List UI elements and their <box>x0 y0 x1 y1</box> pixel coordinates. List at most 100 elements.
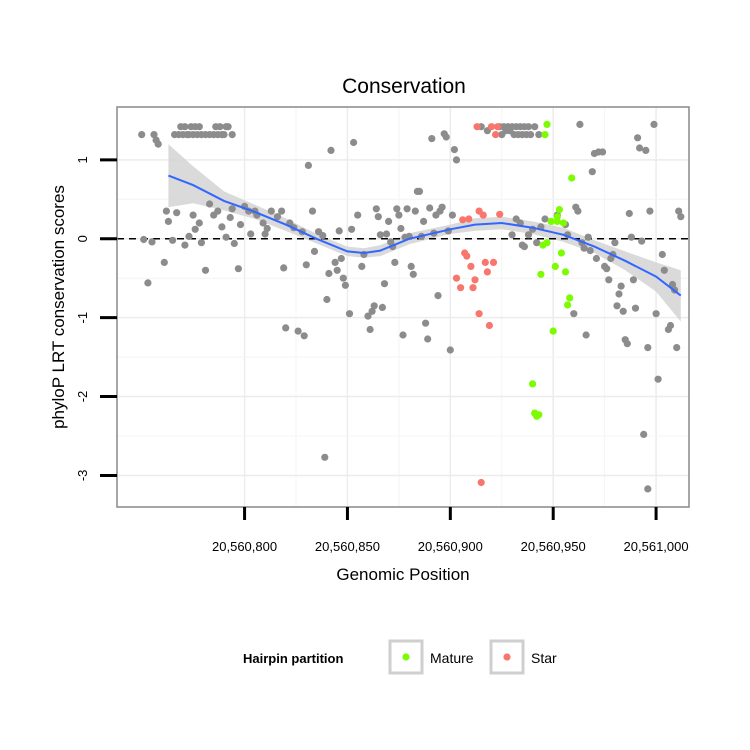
point-other <box>592 254 601 263</box>
point-other <box>164 217 172 225</box>
point-other <box>350 138 358 147</box>
point-other <box>531 123 539 131</box>
point-other <box>247 230 255 238</box>
point-star <box>475 207 483 215</box>
point-other <box>450 146 458 154</box>
point-other <box>385 217 393 225</box>
point-other <box>189 211 197 219</box>
point-other <box>364 312 372 320</box>
plot-border <box>116 106 690 508</box>
y-tick-label: -1 <box>75 312 90 324</box>
point-star <box>452 274 461 282</box>
point-mature <box>541 131 549 139</box>
point-star <box>494 123 502 131</box>
legend: Hairpin partition Mature Star <box>243 639 557 675</box>
point-other <box>448 211 456 219</box>
point-star <box>463 252 471 260</box>
point-mature <box>549 327 557 335</box>
plot-panel <box>117 107 689 507</box>
point-other <box>236 221 245 229</box>
point-other <box>144 279 152 287</box>
point-star <box>477 478 485 487</box>
chart-title: Conservation <box>342 75 466 98</box>
point-other <box>214 207 222 215</box>
point-other <box>224 123 232 131</box>
point-other <box>310 247 319 255</box>
point-other <box>654 375 662 383</box>
point-star <box>475 310 483 318</box>
point-other <box>327 146 335 154</box>
grid-lines <box>117 107 689 507</box>
point-other <box>304 161 312 169</box>
point-other <box>397 224 405 233</box>
point-other <box>325 269 333 278</box>
point-other <box>154 140 162 148</box>
legend-label-mature: Mature <box>430 650 474 666</box>
point-other <box>625 209 633 218</box>
point-other <box>409 270 417 278</box>
point-other <box>650 120 658 128</box>
point-other <box>619 307 627 315</box>
point-mature <box>537 270 545 278</box>
point-other <box>570 310 578 318</box>
legend-label-star: Star <box>531 650 557 666</box>
point-other <box>218 223 226 231</box>
y-tick-label: 1 <box>75 156 90 163</box>
point-other <box>642 146 650 154</box>
point-star <box>459 216 467 224</box>
x-axis-ticks: 20,560,800 20,560,850 20,560,900 20,560,950… <box>212 507 689 554</box>
point-other <box>197 239 205 247</box>
point-other <box>148 238 156 246</box>
point-other <box>358 262 366 270</box>
point-other <box>411 207 419 215</box>
point-other <box>615 290 623 298</box>
point-other <box>638 237 646 245</box>
point-mature <box>564 301 572 309</box>
y-tick-label: -3 <box>75 470 90 482</box>
point-other <box>308 207 317 215</box>
point-other <box>631 304 640 312</box>
point-other <box>337 254 345 263</box>
point-other <box>282 324 290 332</box>
point-other <box>644 485 652 493</box>
point-mature <box>543 120 551 128</box>
point-other <box>319 232 327 240</box>
point-other <box>673 344 681 352</box>
point-other <box>428 135 436 143</box>
point-other <box>446 346 454 354</box>
point-other <box>652 310 660 318</box>
point-other <box>335 227 343 235</box>
point-other <box>426 204 434 212</box>
point-other <box>331 258 339 266</box>
point-star <box>469 284 477 292</box>
point-other <box>228 205 236 213</box>
point-other <box>263 224 271 233</box>
point-other <box>169 236 177 244</box>
point-other <box>611 239 619 247</box>
point-other <box>280 264 288 272</box>
point-other <box>603 265 611 273</box>
point-other <box>599 148 607 156</box>
smooth-line <box>168 174 682 297</box>
point-other <box>574 207 582 215</box>
point-other <box>668 280 677 289</box>
legend-marker-star <box>503 653 511 661</box>
y-axis-label: phyloP LRT conservation scores <box>49 185 68 429</box>
x-tick-label: 20,560,900 <box>418 539 483 554</box>
point-other <box>393 205 401 213</box>
point-other <box>220 131 228 139</box>
point-other <box>580 244 588 252</box>
x-tick-label: 20,560,950 <box>521 539 586 554</box>
point-star <box>471 276 479 284</box>
point-other <box>378 303 386 311</box>
point-star <box>487 123 496 131</box>
point-other <box>524 231 533 239</box>
confidence-band <box>168 144 681 322</box>
point-other <box>195 219 203 227</box>
data-points <box>138 120 685 493</box>
point-other <box>259 219 267 227</box>
point-other <box>302 261 310 269</box>
point-other <box>222 233 230 241</box>
point-other <box>582 331 590 339</box>
